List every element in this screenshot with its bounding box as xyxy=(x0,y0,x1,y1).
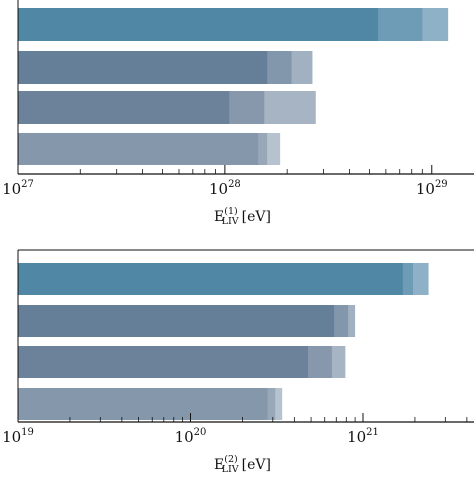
tick-base: 10 xyxy=(2,428,21,446)
bar-segment xyxy=(18,91,230,124)
tick-exponent: 28 xyxy=(228,179,241,190)
tick-exponent: 21 xyxy=(366,427,379,438)
tick-exponent: 29 xyxy=(435,179,448,190)
bar-segment xyxy=(18,8,379,41)
x-tick-label: 1021 xyxy=(347,427,379,446)
tick-base: 10 xyxy=(416,180,435,198)
bar-group xyxy=(18,388,283,420)
bar-segment xyxy=(18,305,335,337)
tick-exponent: 19 xyxy=(21,427,34,438)
axis-title-sup: (2) xyxy=(224,454,237,465)
tick-base: 10 xyxy=(175,428,194,446)
tick-exponent: 27 xyxy=(21,179,34,190)
bar-segment xyxy=(18,263,403,295)
axis-title-sup: (1) xyxy=(224,206,237,217)
axis-title-unit: [eV] xyxy=(242,209,271,225)
axis-title-unit: [eV] xyxy=(242,457,271,473)
x-tick-label: 1028 xyxy=(209,179,241,198)
bar-group xyxy=(18,263,429,295)
axis-title-main: E xyxy=(214,209,224,225)
bar-group xyxy=(18,346,346,378)
x-tick-label: 1020 xyxy=(175,427,207,446)
x-tick-label: 1029 xyxy=(416,179,448,198)
bar-group xyxy=(18,91,316,124)
x-axis-title: E(1) LIV [eV] xyxy=(214,206,271,227)
bar-group xyxy=(18,8,449,41)
bar-segment xyxy=(18,133,259,165)
bar-group xyxy=(18,133,281,165)
x-axis-title: E(2) LIV [eV] xyxy=(214,454,271,474)
x-tick-label: 1019 xyxy=(2,427,34,446)
axis-title-sub: LIV xyxy=(222,216,239,227)
bar-group xyxy=(18,51,313,84)
bar-segment xyxy=(18,388,268,420)
tick-base: 10 xyxy=(209,180,228,198)
bar-segment xyxy=(18,51,268,84)
axis-title-sub: LIV xyxy=(222,464,239,474)
bar-group xyxy=(18,305,356,337)
x-tick-label: 1027 xyxy=(2,179,34,198)
axis-title-main: E xyxy=(214,457,224,473)
tick-base: 10 xyxy=(347,428,366,446)
tick-base: 10 xyxy=(2,180,21,198)
tick-exponent: 20 xyxy=(194,427,207,438)
bar-segment xyxy=(18,346,309,378)
